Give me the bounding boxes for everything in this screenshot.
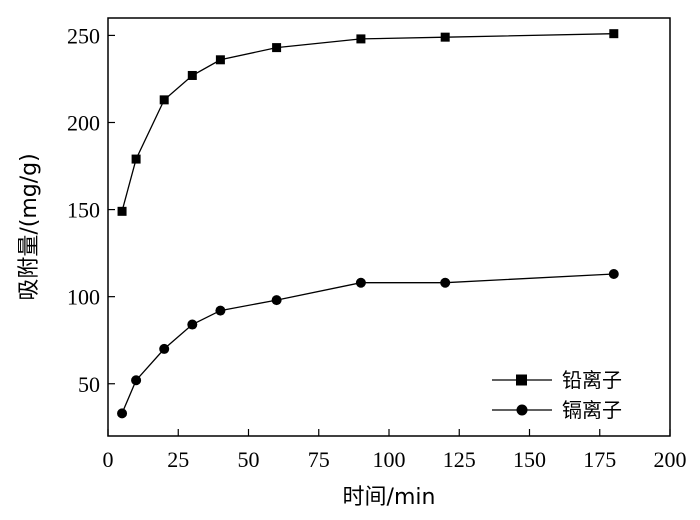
data-point-square (187, 70, 197, 80)
x-tick-label: 100 (373, 447, 406, 472)
legend: 铅离子 镉离子 (492, 368, 622, 422)
legend-marker-cadmium (516, 404, 528, 416)
x-axis-title: 时间/min (343, 485, 436, 510)
data-point-circle (187, 319, 198, 330)
data-point-circle (608, 269, 619, 280)
x-tick-label: 0 (103, 447, 114, 472)
x-tick-label: 50 (238, 447, 260, 472)
legend-marker-lead (516, 374, 527, 386)
data-point-circle (440, 277, 451, 288)
x-tick-label: 125 (443, 447, 476, 472)
data-point-square (159, 95, 169, 105)
data-point-circle (215, 305, 226, 316)
data-point-circle (271, 295, 282, 306)
data-point-square (356, 34, 366, 44)
x-tick-label: 25 (167, 447, 189, 472)
data-point-square (440, 32, 450, 42)
legend-label-cadmium: 镉离子 (562, 398, 622, 422)
series-layer (117, 29, 619, 419)
series-line-0 (121, 33, 614, 212)
x-tick-label: 175 (583, 447, 616, 472)
data-point-circle (159, 343, 170, 354)
x-tick-label: 150 (513, 447, 546, 472)
y-tick-label: 200 (67, 111, 100, 136)
data-point-square (117, 206, 127, 216)
y-tick-label: 150 (67, 198, 100, 223)
legend-label-lead: 铅离子 (562, 368, 622, 392)
y-tick-label: 250 (67, 23, 100, 48)
y-tick-label: 100 (67, 285, 100, 310)
data-point-circle (117, 408, 128, 419)
data-point-square (609, 29, 619, 39)
data-point-square (131, 154, 141, 164)
data-point-square (272, 43, 282, 53)
data-point-circle (131, 375, 142, 386)
x-tick-label: 75 (308, 447, 330, 472)
x-tick-label: 200 (654, 447, 687, 472)
data-point-square (215, 55, 225, 65)
series-line-1 (121, 273, 614, 414)
data-point-circle (355, 277, 366, 288)
y-axis-title: 吸附量/(mg/g) (17, 153, 42, 300)
y-axis: 50 100 150 200 250 (67, 23, 115, 397)
x-axis: 0 25 50 75 100 125 150 175 200 (103, 429, 687, 472)
y-tick-label: 50 (78, 372, 100, 397)
